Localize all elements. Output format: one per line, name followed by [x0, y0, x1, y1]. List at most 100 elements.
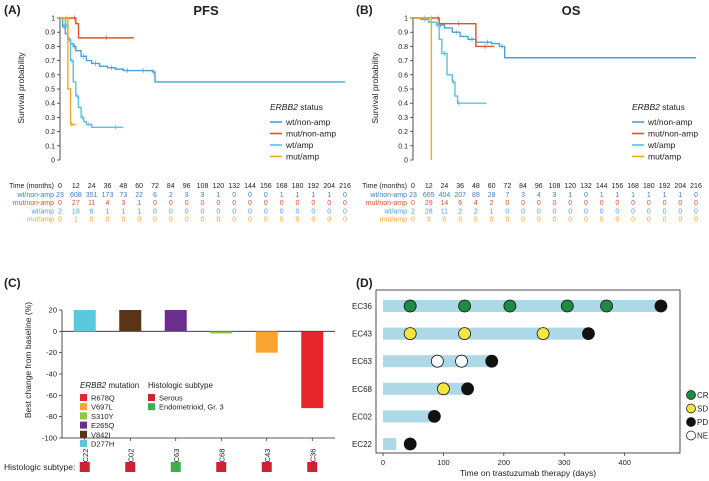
histology-swatch	[307, 462, 318, 472]
mutation-legend-swatch	[80, 403, 87, 411]
os-ytick-label: 0.7	[398, 58, 408, 65]
os-ytick-label: 0.6	[398, 72, 408, 79]
pfs-risk-cell: 11	[88, 200, 95, 207]
waterfall-legend: ERBB2 mutation Histologic subtype R678QV…	[80, 381, 224, 449]
swimmer-row-label: EC68	[352, 385, 373, 394]
waterfall-bar-ec02	[119, 310, 142, 332]
os-risk-time: 72	[503, 183, 511, 190]
os-lines	[413, 15, 696, 160]
pfs-risk-cell: 0	[248, 208, 252, 215]
os-risk-cell: 0	[411, 217, 415, 224]
os-risk-time: 24	[441, 183, 449, 190]
panel-label-b: (B)	[356, 3, 373, 17]
swimmer-legend-label: SD	[697, 405, 708, 414]
os-ytick-label: 0.5	[398, 87, 408, 94]
os-risk-cell: 0	[505, 200, 509, 207]
mutation-legend-label: V697L	[91, 403, 113, 412]
os-risk-time: 120	[564, 183, 576, 190]
os-risk-cell: 0	[490, 217, 494, 224]
histo-legend-swatch	[148, 403, 155, 411]
response-marker-ne	[455, 354, 468, 368]
swimmer-legend-marker	[686, 417, 696, 427]
os-risk-cell: 0	[663, 200, 667, 207]
os-risk-time: 12	[425, 183, 433, 190]
pfs-risk-cell: 1	[280, 192, 284, 199]
os-risk-row-label: wt/non-amp	[369, 192, 407, 199]
os-risk-header: Time (months)	[362, 183, 407, 190]
os-risk-cell: 3	[553, 192, 557, 199]
swimmer-bar-ec22	[383, 438, 397, 450]
pfs-risk-cell: 6	[90, 208, 94, 215]
waterfall-ytick-label: -80	[46, 412, 57, 421]
pfs-ylabel: Survival probability	[16, 52, 26, 124]
os-risk-cell: 0	[568, 208, 572, 215]
pfs-risk-cell: 0	[153, 208, 157, 215]
os-risk-cell: 207	[454, 192, 466, 199]
os-risk-row-label: mut/amp	[380, 217, 407, 224]
pfs-series-wt-non-amp	[60, 17, 345, 83]
waterfall-bar-ec22	[73, 310, 96, 332]
swimmer-xtick-label: 200	[498, 458, 511, 467]
swimmer-legend-marker	[686, 430, 696, 441]
os-ytick-label: 0.9	[398, 30, 408, 37]
mutation-legend-label: V842I	[91, 430, 111, 439]
pfs-series-mut-non-amp	[60, 17, 134, 39]
os-legend-title-suffix: status	[660, 102, 685, 112]
os-risk-cell: 0	[615, 208, 619, 215]
waterfall-ytick-label: -60	[46, 391, 57, 400]
swimmer-xtick-label: 300	[558, 458, 571, 467]
swimmer-row-label: EC63	[352, 357, 373, 366]
os-risk-time: 168	[627, 183, 639, 190]
os-risk-cell: 0	[663, 217, 667, 224]
os-risk-cell: 0	[505, 217, 509, 224]
os-ytick-label: 1	[404, 16, 408, 23]
pfs-risk-time: 192	[307, 183, 319, 190]
pfs-risk-cell: 0	[201, 200, 205, 207]
histology-swatch	[216, 462, 227, 472]
pfs-risk-cell: 0	[153, 200, 157, 207]
pfs-risk-row-label: mut/amp	[27, 217, 54, 224]
os-risk-row-label: wt/amp	[383, 208, 407, 215]
pfs-risk-time: 60	[135, 183, 143, 190]
response-marker-sd	[536, 327, 550, 341]
os-ytick-label: 0.3	[398, 115, 408, 122]
os-risk-time: 180	[643, 183, 655, 190]
pfs-risk-cell: 0	[264, 200, 268, 207]
pfs-risk-cell: 0	[343, 217, 347, 224]
pfs-risk-time: 96	[183, 183, 191, 190]
pfs-risk-cell: 0	[280, 208, 284, 215]
mutation-legend-title-gene: ERBB2	[80, 381, 107, 390]
pfs-risk-time: 84	[167, 183, 175, 190]
pfs-series-wt-amp	[60, 17, 124, 129]
pfs-ytick-label: 0.7	[45, 58, 55, 65]
pfs-risk-time: 48	[119, 183, 127, 190]
panel-label-c: (C)	[4, 276, 21, 290]
pfs-legend-title-suffix: status	[298, 102, 323, 112]
response-marker-sd	[458, 327, 471, 341]
os-risk-cell: 3	[521, 192, 525, 199]
pfs-risk-cell: 0	[311, 208, 315, 215]
pfs-risk-time: 24	[88, 183, 96, 190]
pfs-risk-cell: 0	[201, 217, 205, 224]
pfs-risk-cell: 0	[185, 217, 189, 224]
os-risk-cell: 0	[521, 208, 525, 215]
os-risk-cell: 1	[647, 192, 651, 199]
os-axes: 0 0.1 0.2 0.3 0.4 0.5 0.6 0.7 0.8 0.9 1	[398, 16, 414, 165]
os-risk-cell: 0	[537, 200, 541, 207]
mutation-legend-label: S310Y	[91, 412, 114, 421]
panel-os: (B) OS Survival probability 0 0.1 0.2 0.3 0.…	[356, 3, 702, 224]
os-risk-time: 192	[659, 183, 671, 190]
pfs-risk-cell: 0	[106, 217, 110, 224]
pfs-risk-cell: 0	[58, 200, 62, 207]
pfs-ytick-label: 0.2	[45, 129, 55, 136]
pfs-risk-cell: 0	[343, 200, 347, 207]
histology-row	[79, 462, 318, 472]
pfs-legend-label: wt/non-amp	[285, 117, 331, 127]
os-risk-cell: 0	[458, 217, 462, 224]
os-ytick-label: 0.1	[398, 143, 408, 150]
os-ytick-label: 0.8	[398, 44, 408, 51]
histo-legend-title: Histologic subtype	[148, 381, 213, 390]
pfs-risk-cell: 0	[327, 217, 331, 224]
os-risk-cell: 0	[615, 200, 619, 207]
